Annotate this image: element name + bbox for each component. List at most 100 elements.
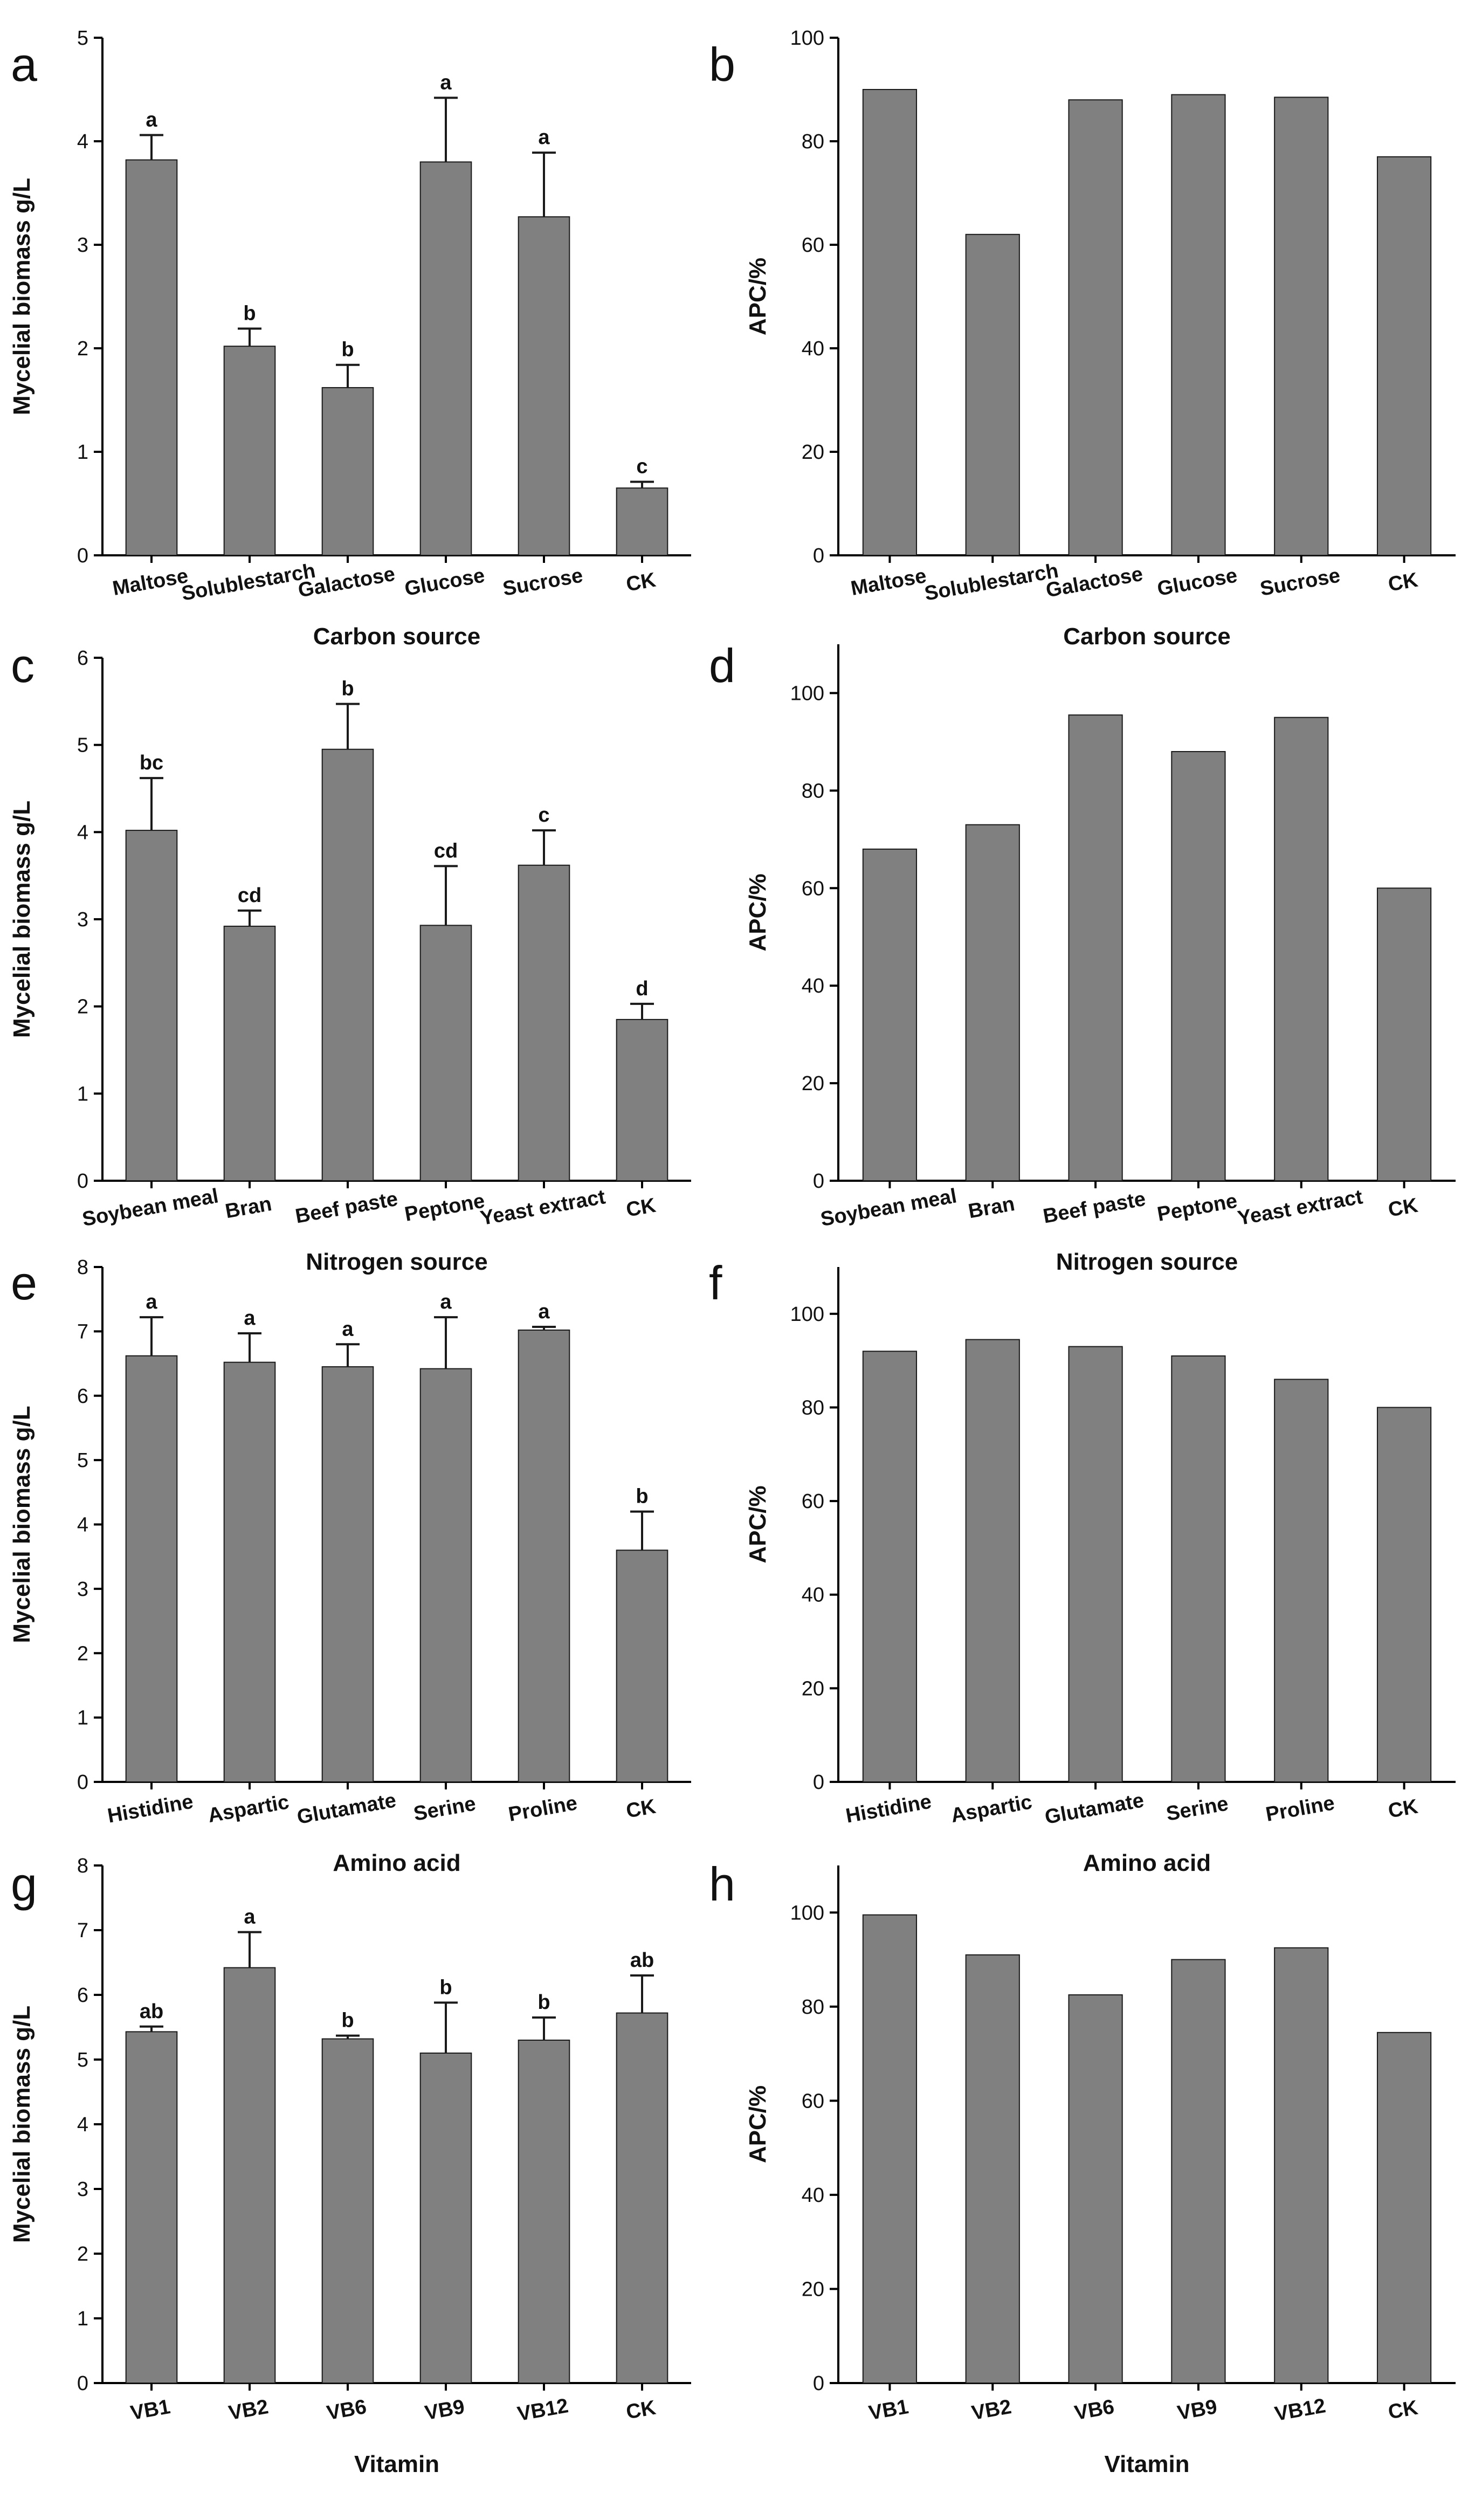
y-tick-label: 40: [802, 2184, 824, 2207]
x-axis-title: Amino acid: [1083, 1850, 1211, 1876]
y-tick-label: 2: [77, 338, 88, 360]
y-tick-label: 0: [813, 545, 824, 567]
x-category-label: CK: [1387, 1795, 1420, 1823]
bar-histidine: [862, 1351, 918, 1782]
significance-label: a: [440, 71, 452, 94]
significance-label: ab: [630, 1949, 654, 1972]
y-tick-label: 7: [77, 1919, 88, 1942]
x-axis-title: Nitrogen source: [306, 1249, 487, 1275]
bar-sucrose: [1274, 97, 1329, 556]
bar-glucose: [419, 161, 472, 556]
x-axis-title: Vitamin: [354, 2451, 439, 2477]
significance-label: a: [342, 1318, 354, 1340]
y-tick-label: 5: [77, 2049, 88, 2071]
significance-label: b: [341, 678, 354, 700]
bar-vb12: [518, 2040, 570, 2384]
bar-galactose: [1068, 99, 1123, 556]
bar-ck: [616, 2012, 668, 2384]
bar-bran: [965, 824, 1020, 1181]
x-category-label: CK: [624, 569, 658, 596]
y-tick-label: 7: [77, 1320, 88, 1343]
y-tick-label: 0: [77, 545, 88, 567]
y-tick-label: 80: [802, 1396, 824, 1419]
y-tick-label: 1: [77, 2308, 88, 2330]
bar-aspartic: [223, 1361, 276, 1783]
bar-vb6: [1068, 1994, 1123, 2384]
y-tick-label: 100: [790, 1303, 824, 1326]
bar-serine: [419, 1368, 472, 1783]
y-tick-label: 0: [813, 2372, 824, 2395]
bar-yeast-extract: [1274, 717, 1329, 1181]
y-tick-label: 1: [77, 1707, 88, 1730]
y-tick-label: 2: [77, 996, 88, 1018]
panel-letter: h: [709, 1857, 735, 1911]
significance-label: a: [146, 108, 157, 131]
y-tick-label: 60: [802, 877, 824, 900]
x-axis-title: Amino acid: [333, 1850, 460, 1876]
bar-bran: [223, 925, 276, 1182]
bar-maltose: [125, 159, 178, 556]
y-tick-label: 8: [77, 1855, 88, 1877]
y-tick-label: 20: [802, 441, 824, 464]
bar-serine: [1171, 1355, 1226, 1783]
y-tick-label: 40: [802, 975, 824, 997]
significance-label: b: [636, 1485, 648, 1508]
significance-label: a: [146, 1291, 157, 1313]
bar-vb12: [1274, 1947, 1329, 2384]
bar-vb9: [419, 2053, 472, 2384]
significance-label: b: [243, 302, 256, 325]
y-tick-label: 3: [77, 1578, 88, 1601]
significance-label: a: [244, 1906, 256, 1929]
y-tick-label: 4: [77, 821, 88, 844]
bar-ck: [616, 1018, 668, 1181]
panel-letter: b: [709, 38, 735, 91]
bar-histidine: [125, 1355, 178, 1783]
x-axis-title: Carbon source: [313, 623, 481, 650]
x-category-label: CK: [624, 2397, 658, 2424]
y-tick-label: 60: [802, 1490, 824, 1513]
panel-letter: c: [11, 639, 35, 692]
bar-vb1: [125, 2031, 178, 2384]
significance-label: b: [439, 1976, 452, 1999]
y-tick-label: 3: [77, 234, 88, 257]
significance-label: a: [440, 1291, 452, 1313]
significance-label: b: [537, 1991, 550, 2014]
bar-vb2: [965, 1954, 1020, 2384]
y-tick-label: 8: [77, 1256, 88, 1279]
bar-peptone: [1171, 751, 1226, 1181]
bar-ck: [1376, 887, 1432, 1181]
x-category-label: CK: [1387, 569, 1420, 596]
y-tick-label: 6: [77, 1385, 88, 1408]
y-tick-label: 2: [77, 1642, 88, 1665]
x-category-label: CK: [1387, 2397, 1420, 2424]
y-axis-title: APC/%: [745, 873, 771, 951]
y-tick-label: 20: [802, 1072, 824, 1095]
x-axis-title: Vitamin: [1104, 2451, 1189, 2477]
y-tick-label: 80: [802, 780, 824, 802]
bar-ck: [1376, 2032, 1432, 2384]
y-tick-label: 40: [802, 338, 824, 360]
y-tick-label: 5: [77, 734, 88, 757]
y-tick-label: 0: [813, 1170, 824, 1193]
bar-aspartic: [965, 1339, 1020, 1782]
x-category-label: CK: [1387, 1194, 1420, 1222]
chart-panel-e: e012345678HistidineaAsparticaGlutamateaS…: [9, 1256, 691, 1876]
panel-letter: f: [709, 1256, 722, 1310]
y-tick-label: 0: [77, 2372, 88, 2395]
y-tick-label: 20: [802, 2278, 824, 2301]
y-tick-label: 0: [77, 1771, 88, 1794]
bar-vb9: [1171, 1959, 1226, 2384]
chart-panel-g: g012345678VB1abVB2aVB6bVB9bVB12bCKabMyce…: [9, 1855, 691, 2477]
y-axis-title: APC/%: [745, 1485, 771, 1563]
bar-ck: [616, 487, 668, 556]
x-axis-title: Carbon source: [1063, 623, 1231, 650]
significance-label: b: [341, 2009, 354, 2032]
y-axis-title: Mycelial biomass g/L: [9, 1406, 35, 1643]
panel-letter: e: [11, 1256, 37, 1310]
bar-ck: [1376, 156, 1432, 556]
y-tick-label: 100: [790, 27, 824, 50]
significance-label: b: [341, 339, 354, 361]
significance-label: cd: [238, 884, 261, 907]
